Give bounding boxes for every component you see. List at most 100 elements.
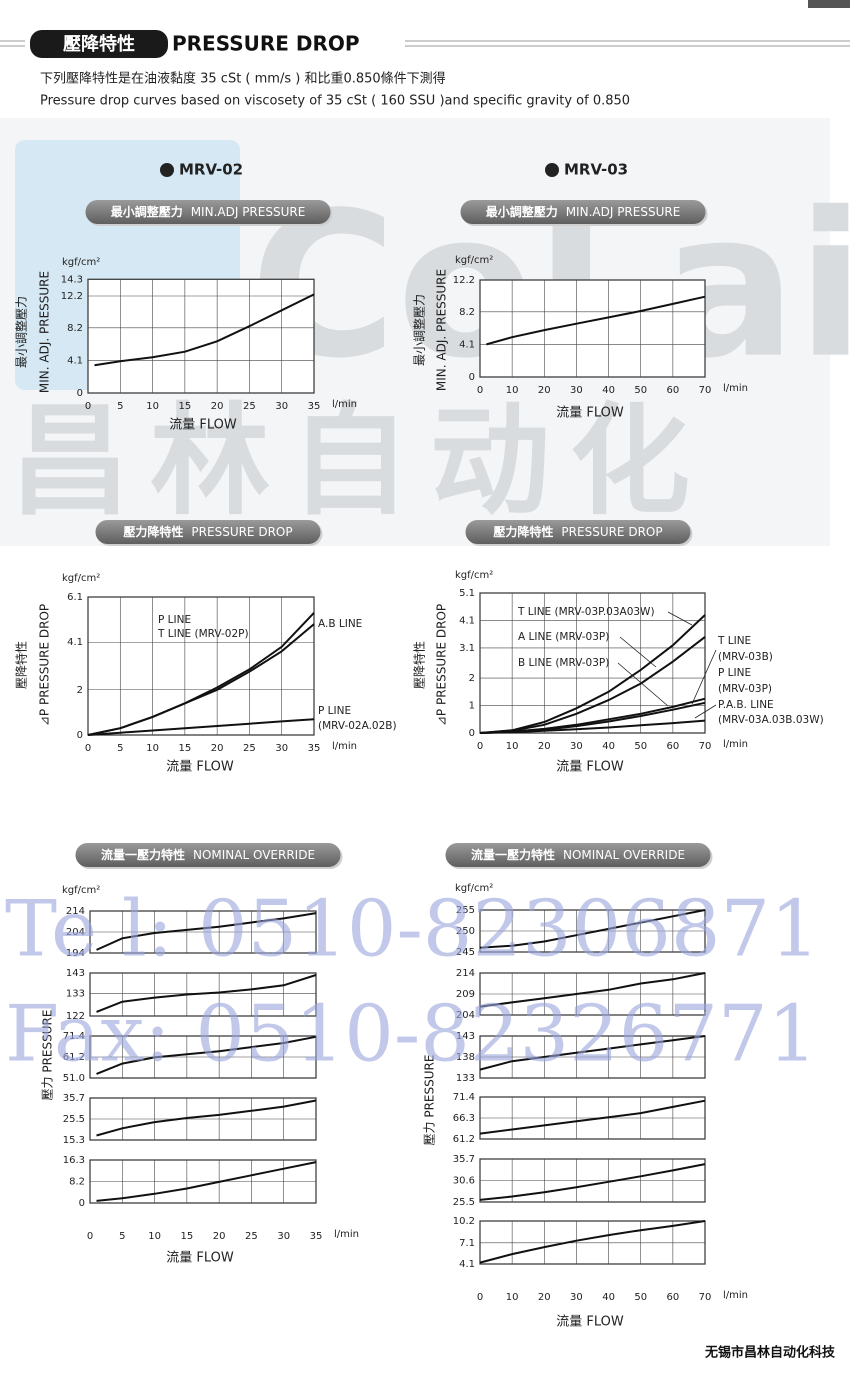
x-tick-label: 0 [477,741,483,752]
y-tick-label: 143 [456,1031,475,1042]
y-tick-label: 122 [66,1011,85,1022]
x-tick-label: 20 [538,385,551,396]
y-tick-label: 4.1 [459,1259,475,1270]
series-label: P.A.B. LINE [718,699,774,711]
x-tick-label: 35 [308,743,321,754]
y-axis-label: 壓降特性 [14,641,29,689]
x-unit: l/min [332,741,357,752]
y-tick-label: 14.3 [61,274,83,285]
x-tick-label: 30 [277,1231,290,1242]
subtitle-en: MIN.ADJ PRESSURE [566,205,681,219]
y-tick-label: 16.3 [63,1155,85,1166]
x-tick-label: 40 [602,741,615,752]
x-tick-label: 50 [634,741,647,752]
y-unit: kgf/cm² [62,885,100,896]
x-unit: l/min [332,399,357,410]
chart-title: MRV-02 [179,161,243,179]
x-axis-label: 流量 FLOW [166,1251,234,1266]
desc-cn: 下列壓降特性是在油液黏度 35 cSt ( mm/s ) 和比重0.850條件下… [40,71,446,87]
x-tick-label: 0 [85,401,91,412]
y-tick-label: 51.0 [63,1073,85,1084]
x-tick-label: 30 [570,385,583,396]
y-unit: kgf/cm² [62,573,100,584]
x-tick-label: 10 [146,401,159,412]
y-axis-label: 最小調整壓力 [14,296,29,368]
y-axis-label: MIN. ADJ. PRESSURE [38,271,52,393]
y-tick-label: 4.1 [67,637,83,648]
x-tick-label: 30 [275,401,288,412]
plot-frame [87,596,315,736]
x-tick-label: 70 [699,741,712,752]
y-tick-label: 133 [66,988,85,999]
series-label: T LINE (MRV-02P) [157,628,249,640]
y-axis-label: ⊿P PRESSURE DROP [435,604,449,726]
y-unit: kgf/cm² [455,255,493,266]
x-unit: l/min [723,739,748,750]
series-label: P LINE [318,705,351,717]
data-line [479,1163,706,1201]
y-tick-label: 0 [77,388,83,399]
watermark-tel: Te l: 0510-82306871 [5,885,820,975]
x-tick-label: 70 [699,385,712,396]
series-label: P LINE [718,667,751,679]
y-tick-label: 209 [456,989,475,1000]
data-line [479,1099,706,1135]
series-label: (MRV-02A.02B) [318,720,397,732]
x-tick-label: 15 [180,1231,193,1242]
subtitle-en: PRESSURE DROP [191,525,292,539]
x-tick-label: 35 [308,401,321,412]
x-tick-label: 0 [477,1292,483,1303]
data-line [96,974,317,1013]
y-tick-label: 204 [66,927,85,938]
subtitle-en: NOMINAL OVERRIDE [193,848,315,862]
y-axis-label: ⊿P PRESSURE DROP [38,604,52,726]
y-tick-label: 4.1 [67,355,83,366]
series-label: (MRV-03A.03B.03W) [718,714,824,726]
subtitle: 壓力降特性 PRESSURE DROP [493,524,662,539]
y-tick-label: 143 [66,968,85,979]
y-tick-label: 35.7 [63,1093,85,1104]
plot-frame [479,1220,706,1265]
corner-bar [808,0,850,8]
y-axis-label: MIN. ADJ. PRESSURE [435,269,449,391]
x-tick-label: 0 [477,385,483,396]
series-label: (MRV-03P) [718,683,772,695]
chart-title: MRV-03 [564,161,628,179]
y-tick-label: 138 [456,1052,475,1063]
subtitle-en: PRESSURE DROP [561,525,662,539]
subtitle-pill [85,200,331,224]
x-axis-label: 流量 FLOW [556,406,624,421]
y-axis-label: 壓降特性 [412,641,427,689]
x-tick-label: 15 [178,743,191,754]
y-tick-label: 12.2 [453,275,475,286]
data-line [96,1099,317,1137]
data-line [479,1220,706,1264]
x-tick-label: 5 [119,1231,125,1242]
subtitle: 最小調整壓力 MIN.ADJ PRESSURE [111,204,306,219]
leader-line [617,662,669,707]
data-line [96,1035,317,1075]
subtitle: 壓力降特性 PRESSURE DROP [123,524,292,539]
y-tick-label: 2 [77,685,83,696]
title-dot [545,163,559,177]
x-tick-label: 20 [538,1292,551,1303]
footer: 无锡市昌林自动化科技 [704,1345,836,1361]
subtitle-cn: 最小調整壓力 [111,204,183,219]
x-tick-label: 25 [245,1231,258,1242]
y-tick-label: 5.1 [459,588,475,599]
subtitle: 最小調整壓力 MIN.ADJ PRESSURE [486,204,681,219]
x-tick-label: 5 [117,743,123,754]
x-tick-label: 60 [666,741,679,752]
y-tick-label: 8.2 [69,1176,85,1187]
subtitle-pill [75,843,341,867]
x-tick-label: 40 [602,385,615,396]
watermark-logo-cn: 昌林自动化 [10,393,710,532]
series-label: (MRV-03B) [718,651,773,663]
x-tick-label: 20 [538,741,551,752]
x-tick-label: 20 [211,401,224,412]
series-label: P LINE [158,614,191,626]
y-tick-label: 10.2 [453,1216,475,1227]
x-tick-label: 30 [570,741,583,752]
y-tick-label: 245 [456,947,475,958]
title-pill [30,30,168,58]
